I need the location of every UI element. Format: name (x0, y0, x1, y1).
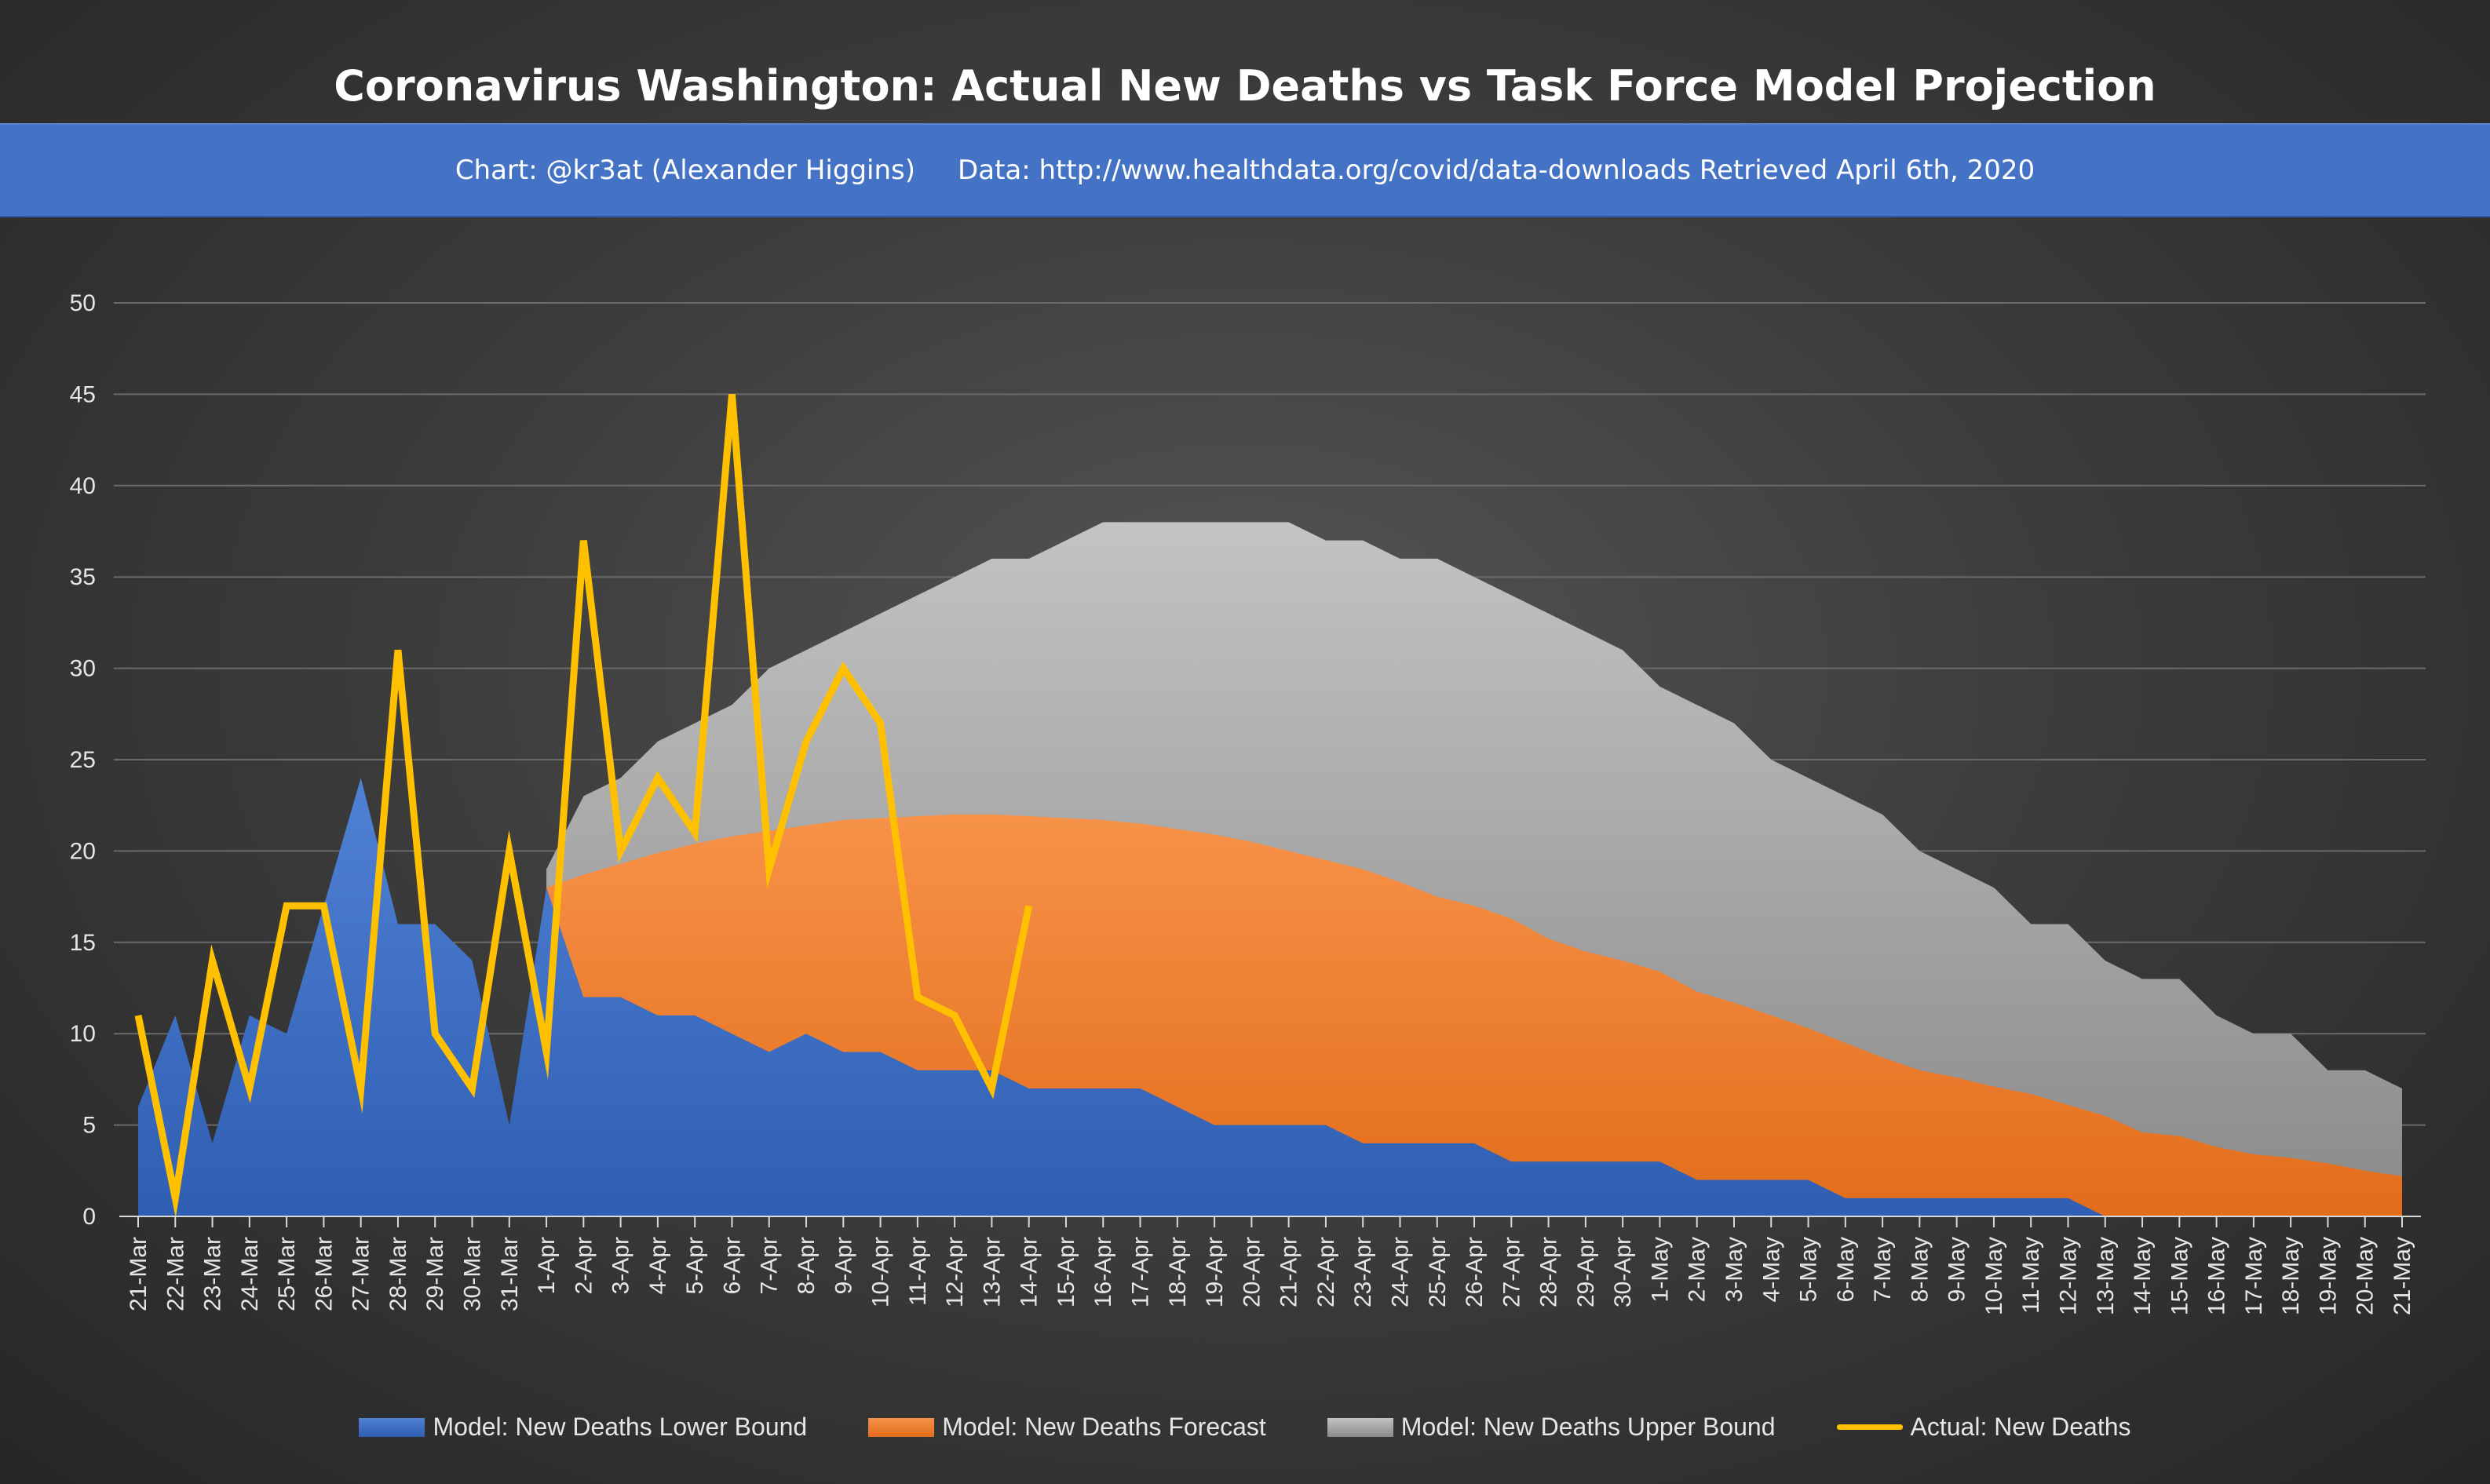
y-tick-label: 10 (70, 1021, 96, 1047)
x-tick-label: 5-Apr (682, 1237, 708, 1294)
x-tick-label: 2-Apr (571, 1237, 597, 1294)
y-tick-label: 30 (70, 656, 96, 682)
x-tick-label: 31-Mar (497, 1237, 523, 1311)
x-tick-label: 8-May (1907, 1237, 1933, 1302)
y-tick-label: 35 (70, 564, 96, 590)
x-tick-label: 4-May (1758, 1237, 1784, 1302)
x-tick-label: 4-Apr (645, 1237, 671, 1294)
x-tick-label: 29-Mar (422, 1237, 448, 1311)
x-tick-label: 30-Mar (460, 1237, 486, 1311)
x-tick-label: 19-May (2315, 1237, 2341, 1315)
y-tick-label: 50 (70, 290, 96, 316)
legend-swatch (868, 1417, 935, 1437)
chart-subtitle: Chart: @kr3at (Alexander Higgins) Data: … (455, 155, 2035, 186)
x-tick-label: 29-Apr (1573, 1237, 1599, 1307)
y-tick-label: 20 (70, 838, 96, 864)
legend-item-actual: Actual: New Deaths (1836, 1413, 2131, 1442)
x-tick-label: 21-Mar (126, 1237, 152, 1311)
x-tick-label: 7-Apr (757, 1237, 783, 1294)
x-tick-label: 12-Apr (942, 1237, 968, 1307)
subtitle-banner: Chart: @kr3at (Alexander Higgins) Data: … (0, 123, 2490, 217)
x-tick-label: 9-Apr (831, 1237, 856, 1294)
x-tick-label: 21-Apr (1276, 1237, 1302, 1307)
legend-item-lower-bound: Model: New Deaths Lower Bound (359, 1413, 807, 1442)
x-tick-label: 2-May (1685, 1237, 1711, 1302)
x-tick-label: 26-Mar (311, 1237, 337, 1311)
x-tick-label: 27-Apr (1499, 1237, 1524, 1307)
x-tick-label: 28-Apr (1536, 1237, 1562, 1307)
y-tick-label: 25 (70, 747, 96, 773)
x-tick-label: 28-Mar (385, 1237, 411, 1311)
x-tick-label: 11-Apr (905, 1237, 931, 1306)
x-tick-label: 20-May (2353, 1237, 2379, 1315)
x-tick-label: 1-Apr (534, 1237, 560, 1294)
x-tick-label: 23-Apr (1350, 1237, 1376, 1307)
x-tick-label: 10-May (1981, 1237, 2007, 1315)
x-tick-label: 14-May (2130, 1237, 2156, 1315)
x-tick-label: 17-May (2241, 1237, 2267, 1315)
legend-label: Model: New Deaths Lower Bound (433, 1413, 808, 1441)
legend-swatch (1836, 1424, 1903, 1430)
x-tick-label: 18-May (2278, 1237, 2304, 1315)
legend: Model: New Deaths Lower Bound Model: New … (0, 1413, 2490, 1442)
x-tick-label: 19-Apr (1202, 1237, 1228, 1307)
x-tick-label: 24-Mar (237, 1237, 263, 1311)
x-tick-label: 12-May (2055, 1237, 2081, 1315)
x-tick-label: 14-Apr (1017, 1237, 1042, 1307)
lower-bound-area (138, 778, 2402, 1216)
x-tick-label: 16-Apr (1090, 1237, 1116, 1307)
x-tick-label: 25-Mar (274, 1237, 300, 1311)
y-tick-label: 45 (70, 381, 96, 407)
x-tick-label: 26-Apr (1462, 1237, 1488, 1307)
x-tick-label: 30-Apr (1610, 1237, 1636, 1307)
x-tick-label: 1-May (1647, 1237, 1673, 1302)
x-tick-label: 9-May (1944, 1237, 1970, 1302)
x-tick-label: 7-May (1870, 1237, 1896, 1302)
series-areas (138, 522, 2403, 1216)
x-tick-label: 3-Apr (608, 1237, 634, 1294)
x-tick-label: 6-May (1833, 1237, 1859, 1302)
x-tick-label: 20-Apr (1239, 1237, 1265, 1307)
x-tick-label: 27-Mar (349, 1237, 374, 1311)
x-tick-label: 15-May (2167, 1237, 2192, 1315)
y-tick-label: 15 (70, 930, 96, 956)
x-tick-label: 16-May (2204, 1237, 2230, 1315)
x-tick-label: 13-Apr (979, 1237, 1005, 1307)
axes: 0 5 10 15 20 25 30 35 40 45 50 21-Mar 22-Mar 23-Mar 24… (70, 290, 2421, 1315)
series-lines (134, 394, 1033, 1219)
x-tick-label: 22-Apr (1313, 1237, 1339, 1307)
x-tick-label: 11-May (2018, 1237, 2044, 1314)
x-tick-label: 10-Apr (868, 1237, 894, 1307)
x-tick-label: 17-Apr (1128, 1237, 1154, 1307)
x-tick-label: 13-May (2093, 1237, 2119, 1315)
x-tick-label: 6-Apr (719, 1237, 745, 1294)
x-tick-label: 23-Mar (200, 1237, 226, 1311)
chart-title: Coronavirus Washington: Actual New Death… (334, 61, 2156, 111)
x-tick-label: 8-Apr (794, 1237, 820, 1294)
legend-label: Model: New Deaths Upper Bound (1400, 1413, 1776, 1441)
y-tick-label: 5 (82, 1113, 96, 1139)
x-tick-label: 24-Apr (1387, 1237, 1413, 1307)
legend-label: Model: New Deaths Forecast (942, 1413, 1266, 1441)
x-tick-label: 15-Apr (1053, 1237, 1079, 1307)
legend-swatch (359, 1417, 425, 1437)
x-tick-label: 5-May (1796, 1237, 1822, 1302)
x-tick-label: 22-Mar (162, 1237, 188, 1311)
x-tick-label: 21-May (2390, 1237, 2415, 1315)
x-tick-label: 3-May (1721, 1237, 1747, 1302)
legend-item-upper-bound: Model: New Deaths Upper Bound (1327, 1413, 1776, 1442)
legend-swatch (1327, 1417, 1393, 1437)
y-tick-label: 40 (70, 473, 96, 499)
legend-item-forecast: Model: New Deaths Forecast (868, 1413, 1266, 1442)
y-tick-label: 0 (82, 1204, 96, 1230)
legend-label: Actual: New Deaths (1910, 1413, 2131, 1441)
x-tick-label: 25-Apr (1425, 1237, 1451, 1307)
x-tick-label: 18-Apr (1165, 1237, 1191, 1307)
